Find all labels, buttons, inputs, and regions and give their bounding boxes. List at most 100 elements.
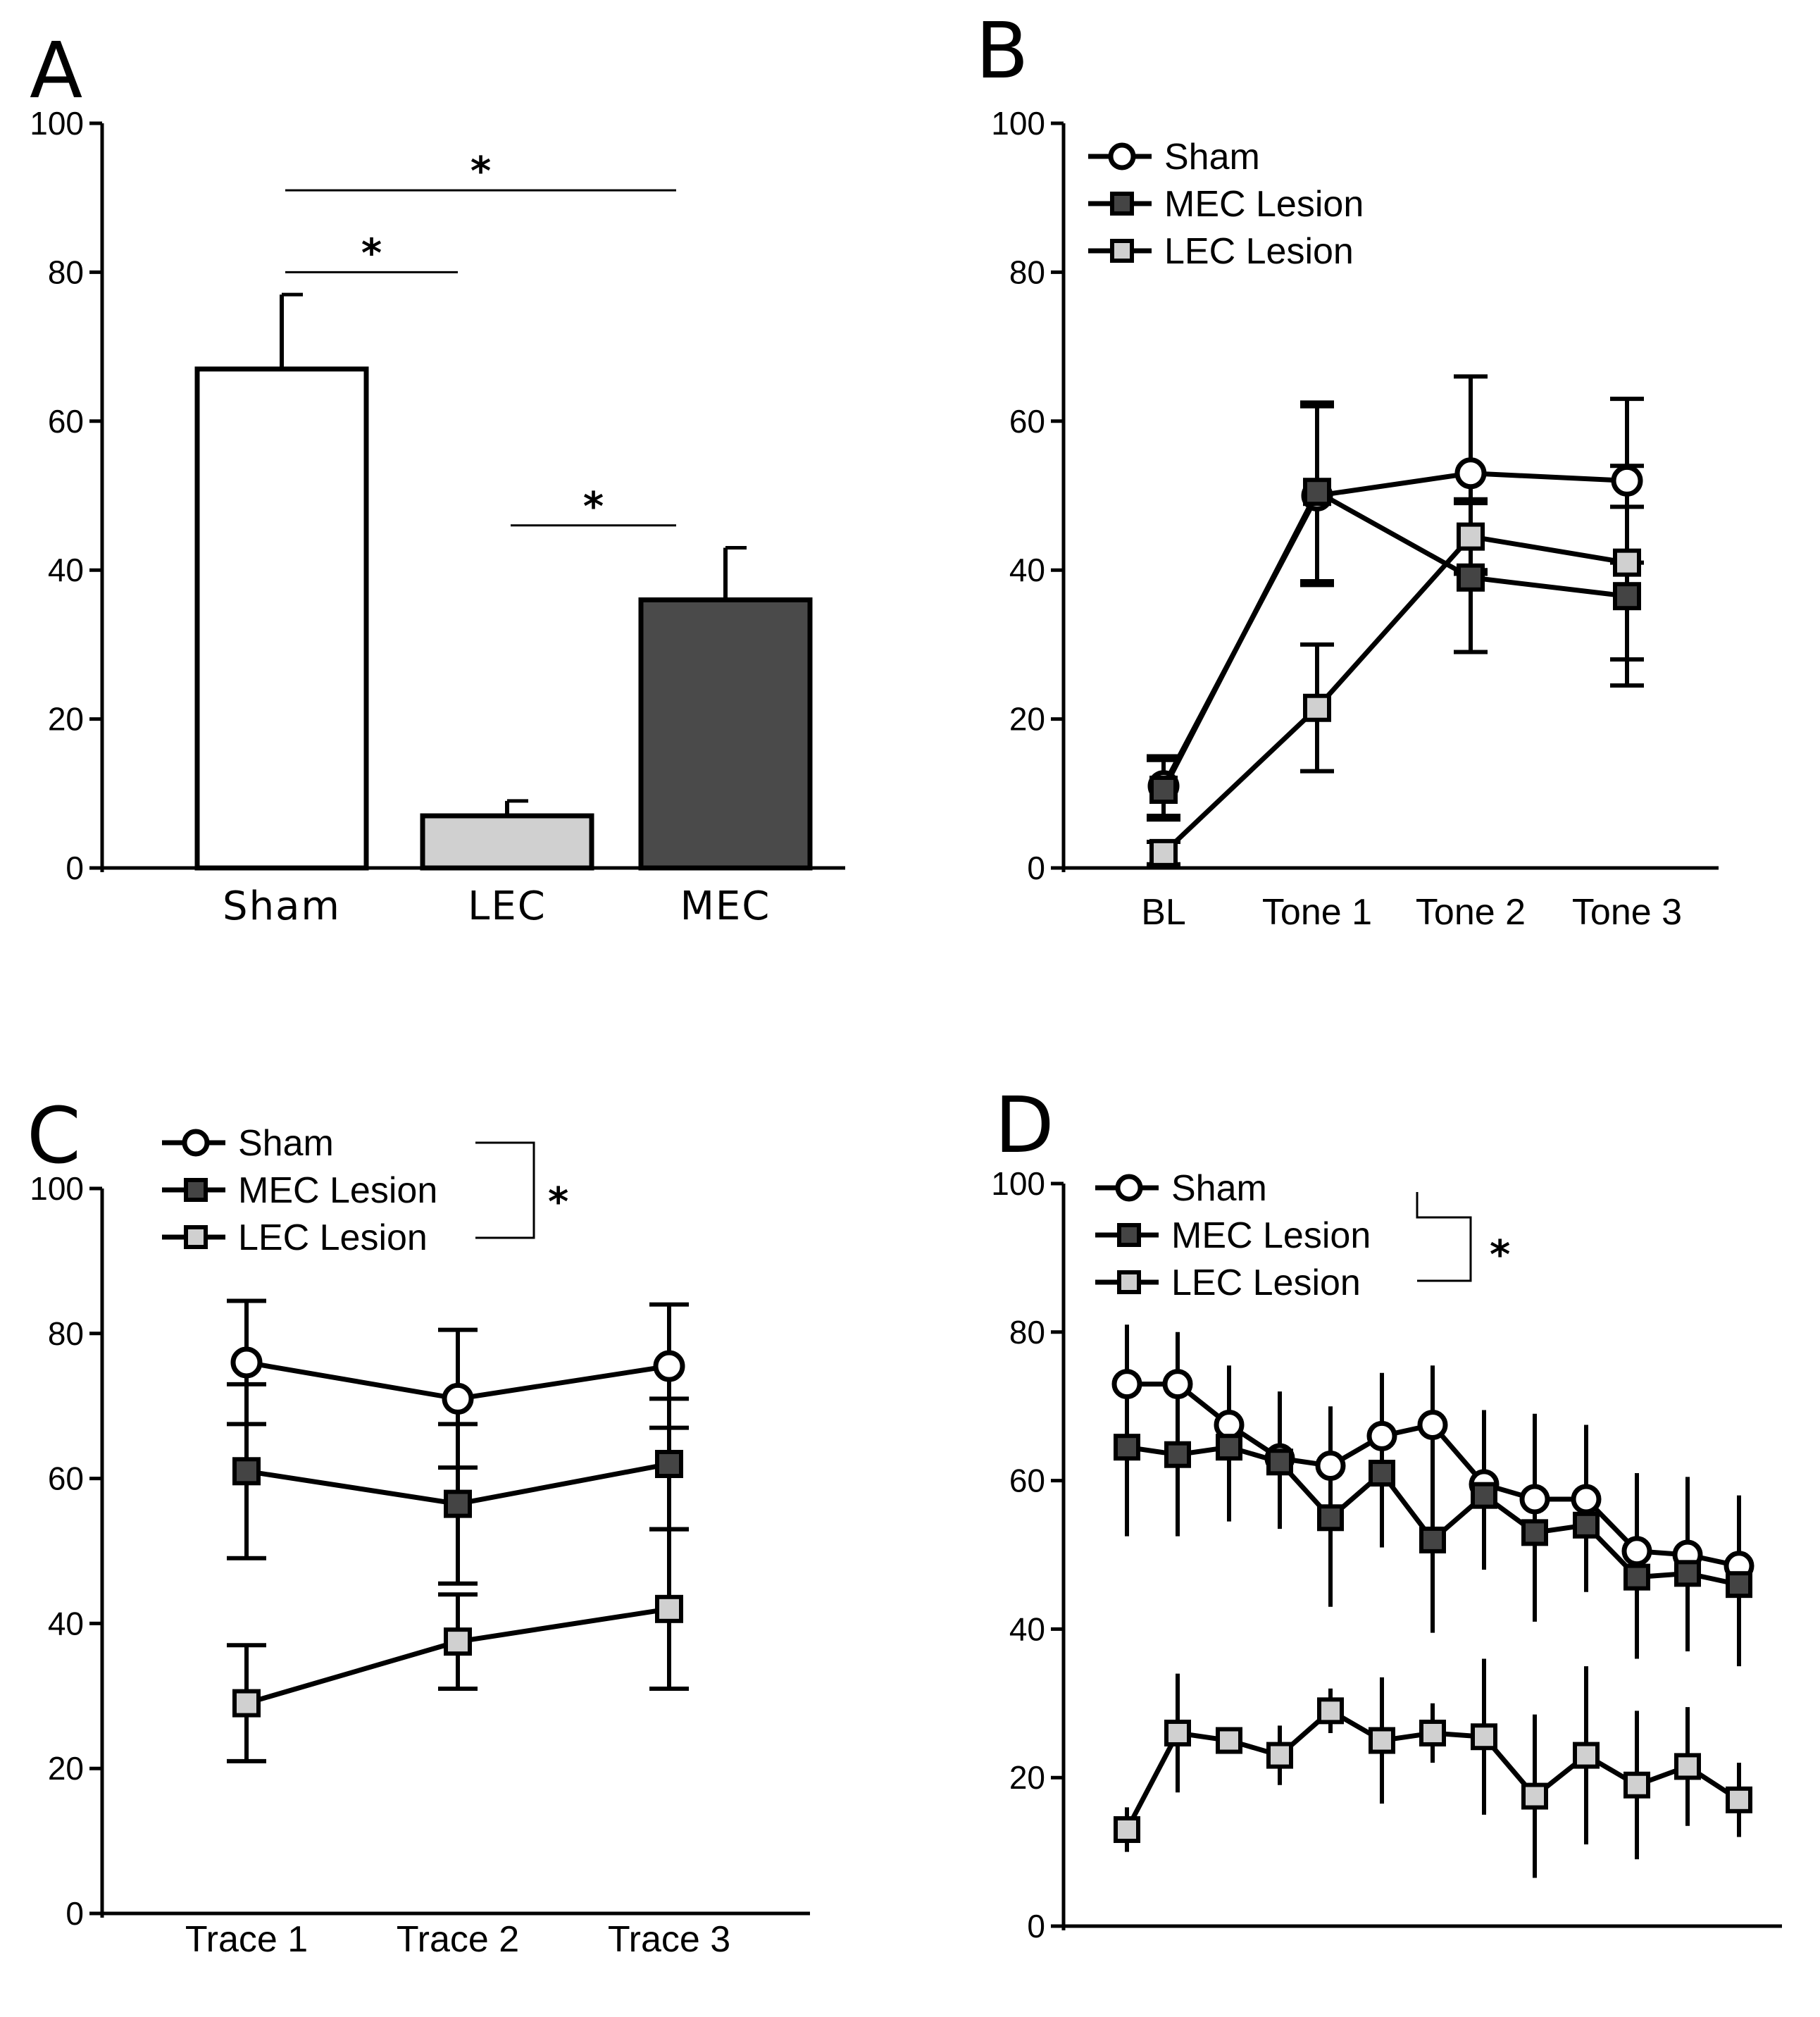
panel-d-lec-lesion-point — [1573, 1742, 1600, 1769]
panel-d-lec-lesion-point — [1266, 1742, 1293, 1769]
panel-b-sham-line — [1161, 471, 1628, 788]
panel-b-x-tick-label: Tone 2 — [1416, 892, 1526, 933]
panel-c-significance-bracket — [475, 1141, 535, 1239]
panel-d-mec-lesion-point — [1674, 1560, 1701, 1587]
panel-d-lec-lesion-point — [1369, 1727, 1395, 1754]
panel-c-legend-point — [182, 1129, 210, 1157]
panel-d-lec-lesion-point — [1164, 1719, 1191, 1746]
panel-d-sham-point — [1417, 1410, 1448, 1441]
panel-d-x-tick-label: ITI 5 — [1319, 0, 1342, 3]
panel-c-y-tick-label: 40 — [48, 1605, 84, 1641]
panel-d-sham-point — [1366, 1420, 1397, 1451]
panel-a-bar — [420, 813, 594, 871]
panel-b-x-tick-label: Tone 3 — [1572, 892, 1682, 933]
panel-d-mec-lesion-point — [1573, 1511, 1600, 1539]
panel-d-legend-point — [1117, 1223, 1141, 1247]
panel-label-a: A — [30, 25, 82, 116]
panel-c-sham-point — [442, 1382, 474, 1415]
panel-a-category-label: LEC — [468, 883, 547, 929]
panel-d-x-tick-label: ITI 10 — [1572, 0, 1600, 3]
panel-b-y-tick-label: 20 — [1009, 701, 1045, 738]
panel-b-sham-point — [1611, 464, 1643, 497]
panel-c-legend-label: LEC Lesion — [238, 1217, 428, 1258]
panel-c-y-tick-label: 100 — [30, 1170, 84, 1207]
panel-d-x-tick-label: ITI 4 — [1269, 0, 1291, 3]
panel-d-lec-lesion-point — [1114, 1816, 1140, 1843]
panel-c-mec-lesion-point — [232, 1457, 261, 1486]
panel-b-mec-lesion-point — [1613, 582, 1641, 611]
panel-a-y-tick-label: 0 — [66, 850, 84, 886]
panel-label-d: D — [995, 1080, 1054, 1170]
panel-d-mec-lesion-point — [1266, 1448, 1293, 1476]
panel-d-x-tick-label: ITI 6 — [1371, 0, 1393, 3]
panel-d-mec-lesion-point — [1216, 1434, 1242, 1461]
panel-b-mec-lesion-point — [1303, 478, 1331, 507]
panel-b-lec-lesion-point — [1149, 838, 1178, 867]
panel-label-b: B — [976, 6, 1028, 96]
panel-d-x-tick-label: ITI 1 — [1116, 0, 1138, 3]
panel-d-significance-star: * — [1490, 1232, 1510, 1278]
panel-d-y-tick-label: 100 — [991, 1165, 1045, 1202]
panel-d-legend-point — [1115, 1174, 1143, 1202]
panel-a-category-label: Sham — [223, 883, 341, 929]
panel-b-sham-point — [1454, 457, 1487, 490]
panel-c-significance-star: * — [548, 1179, 568, 1225]
panel-d-lec-lesion-point — [1419, 1719, 1446, 1746]
panel-c-y-tick-label: 60 — [48, 1460, 84, 1497]
panel-b-y-tick-label: 60 — [1009, 403, 1045, 440]
panel-d-mec-lesion-point — [1114, 1434, 1140, 1461]
panel-a-bar — [194, 366, 369, 871]
panel-d-lec-lesion-point — [1674, 1753, 1701, 1780]
panel-c-legend-point — [184, 1178, 208, 1202]
panel-d-y-tick-label: 0 — [1027, 1908, 1045, 1944]
panel-a-y-tick-label: 40 — [48, 552, 84, 588]
panel-c-chart: 0 20 40 60 80 100 Trace 1 Trace 2 Trace 3 Sham MEC… — [30, 1123, 810, 1960]
panel-d-sham-point — [1315, 1451, 1346, 1482]
panel-d-legend-label: MEC Lesion — [1171, 1215, 1371, 1256]
panel-b-mec-lesion-point — [1149, 776, 1178, 805]
panel-a-significance-star: * — [361, 230, 382, 276]
panel-a-bar — [638, 597, 813, 871]
panel-d-x-tick-label: ITI 2 — [1166, 0, 1189, 3]
panel-b-lec-lesion-point — [1303, 693, 1331, 722]
panel-d-chart: 0 20 40 60 80 100 ITI 1 ITI 2 ITI 3 ITI 4 ITI 5 ITI… — [991, 0, 1782, 1944]
panel-c-mec-lesion-point — [655, 1450, 683, 1479]
panel-a-y-tick-label: 60 — [48, 403, 84, 440]
panel-b-legend-label: MEC Lesion — [1164, 184, 1364, 225]
panel-d-x-tick-label: ITI 11 — [1623, 0, 1651, 3]
panel-d-legend-label: Sham — [1171, 1168, 1267, 1209]
panel-d-mec-lesion-point — [1317, 1504, 1344, 1532]
panel-d-significance-bracket — [1416, 1192, 1472, 1282]
panel-d-legend-point — [1117, 1270, 1141, 1294]
panel-b-legend-point — [1110, 239, 1134, 263]
panel-b-mec-lesion-point — [1457, 563, 1485, 592]
panel-a-y-tick-label: 80 — [48, 254, 84, 290]
panel-d-sham-point — [1111, 1369, 1142, 1400]
panel-b-legend-label: Sham — [1164, 137, 1260, 178]
panel-d-lec-lesion-point — [1521, 1782, 1548, 1810]
panel-label-c: C — [27, 1091, 81, 1181]
panel-c-y-tick-label: 20 — [48, 1750, 84, 1787]
panel-b-y-tick-label: 40 — [1009, 552, 1045, 588]
panel-c-lec-lesion-point — [232, 1689, 261, 1718]
panel-d-sham-point — [1162, 1369, 1193, 1400]
panel-d-legend-label: LEC Lesion — [1171, 1262, 1361, 1303]
panel-d-x-tick-label: ITI 12 — [1673, 0, 1702, 3]
panel-b-lec-lesion-point — [1457, 522, 1485, 551]
panel-b-legend-point — [1110, 192, 1134, 216]
panel-b-x-tick-label: BL — [1141, 892, 1186, 933]
panel-d-x-tick-label: ITI 3 — [1218, 0, 1240, 3]
panel-d-y-tick-label: 20 — [1009, 1759, 1045, 1796]
panel-d-mec-lesion-point — [1726, 1571, 1752, 1599]
panel-c-legend-label: MEC Lesion — [238, 1170, 437, 1211]
panel-d-sham-point — [1214, 1410, 1245, 1441]
panel-c-x-tick-label: Trace 1 — [185, 1919, 308, 1960]
panel-a-significance-star: * — [470, 149, 491, 194]
panel-c-sham-point — [653, 1350, 685, 1382]
panel-c-lec-lesion-point — [444, 1627, 472, 1656]
panel-d-x-tick-label: ITI 13 — [1725, 0, 1753, 3]
panel-d-lec-lesion-point — [1623, 1771, 1650, 1799]
panel-a-significance-star: * — [583, 484, 604, 530]
panel-c-x-tick-label: Trace 2 — [397, 1919, 519, 1960]
